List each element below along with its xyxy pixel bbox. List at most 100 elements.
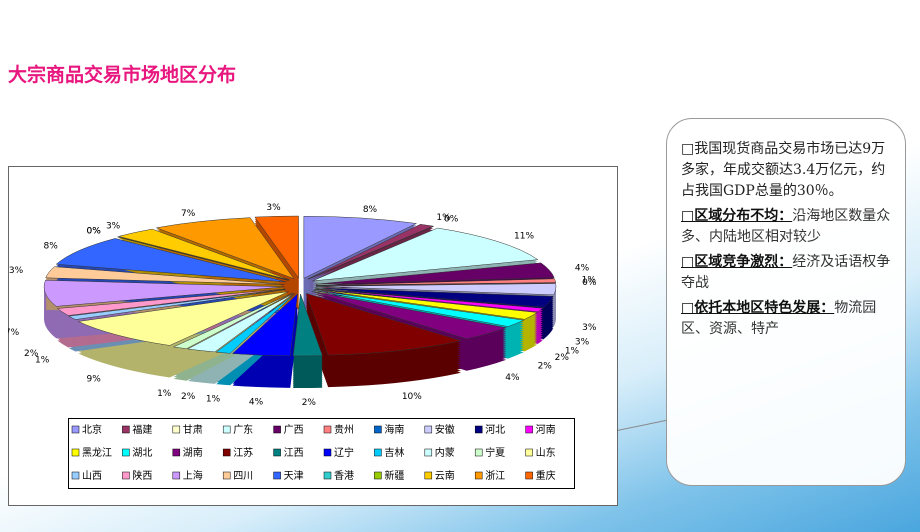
data-label: 2% (538, 362, 553, 372)
note-heading: □区域竞争激烈： (681, 254, 793, 270)
note-points: □区域分布不均：沿海地区数量众多、内陆地区相对较少 □区域竞争激烈：经济及话语权争… (681, 206, 895, 340)
slice (68, 289, 286, 320)
legend-swatch (323, 425, 332, 434)
legend-label: 四川 (233, 471, 253, 482)
legend-label: 湖北 (132, 447, 152, 459)
legend-swatch (374, 448, 382, 457)
legend-label: 海南 (384, 423, 404, 436)
slice (307, 224, 435, 280)
data-label: 2% (302, 398, 317, 408)
legend-swatch (474, 425, 483, 434)
legend-swatch (273, 425, 281, 434)
legend-swatch (222, 448, 231, 457)
data-label: 2% (555, 353, 570, 363)
slice (172, 292, 293, 349)
legend-label: 山东 (536, 446, 556, 459)
data-label: 7% (8, 328, 20, 338)
note-text: 沿海地区数量众多、内陆地区相对较少 (681, 208, 891, 245)
slice (155, 217, 295, 280)
legend-label: 贵州 (334, 423, 354, 436)
legend-swatch (323, 448, 332, 457)
data-label: 4% (249, 397, 264, 407)
slice (315, 288, 544, 313)
chart-title: 大宗商品交易市场地区分布 (8, 64, 237, 86)
legend-label: 河北 (485, 424, 505, 436)
legend-label: 重庆 (536, 469, 556, 482)
legend-frame (68, 418, 575, 489)
data-label: 1% (35, 355, 50, 365)
legend-label: 云南 (435, 469, 455, 482)
data-label: 9% (87, 375, 102, 385)
data-label: 1% (582, 276, 597, 286)
legend-label: 山西 (82, 470, 102, 482)
data-label: 7% (181, 209, 196, 219)
note-text: 经济及话语权争夺战 (681, 254, 891, 291)
legend-swatch (374, 425, 382, 434)
note-point: □区域分布不均：沿海地区数量众多、内陆地区相对较少 (681, 206, 895, 248)
legend-swatch (323, 471, 332, 480)
data-label: 3% (266, 203, 281, 213)
legend-label: 陕西 (132, 469, 152, 482)
legend-swatch (71, 448, 80, 457)
legend-label: 新疆 (384, 469, 404, 482)
slice (117, 228, 290, 281)
legend-swatch (273, 448, 281, 457)
slice (231, 293, 298, 357)
note-heading: □依托本地区特色发展： (681, 300, 835, 316)
data-label: 1% (565, 347, 580, 357)
legend-swatch (525, 471, 533, 480)
legend-swatch (424, 425, 433, 434)
legend-label: 江苏 (233, 446, 253, 459)
data-label: 3% (582, 323, 597, 333)
data-label: 1% (206, 395, 221, 405)
legend-label: 内蒙 (435, 446, 455, 459)
legend-label: 辽宁 (334, 446, 354, 459)
legend-swatch (172, 425, 181, 434)
chart: 8%1%0%11%4%1%0%3%3%1%2%2%4%10%2%4%1%2%1%… (8, 166, 618, 506)
legend-swatch (222, 425, 231, 434)
legend-swatch (474, 471, 483, 480)
legend-label: 江西 (284, 447, 304, 459)
note-intro: □我国现货商品交易市场已达9万多家，年成交额达3.4万亿元，约占我国GDP总量的… (681, 141, 886, 199)
note-heading: □区域分布不均： (681, 208, 793, 224)
legend-label: 北京 (82, 423, 102, 436)
data-label: 0% (444, 214, 459, 224)
legend-label: 上海 (183, 469, 203, 482)
slice (315, 283, 557, 296)
data-label: 2% (24, 349, 39, 359)
data-label: 10% (402, 392, 422, 402)
slice (305, 292, 463, 356)
legend-swatch (525, 448, 533, 457)
data-label: 8% (44, 241, 59, 251)
legend-label: 安徽 (435, 423, 455, 436)
data-label: 2% (181, 392, 196, 402)
notes-callout: □我国现货商品交易市场已达9万多家，年成交额达3.4万亿元，约占我国GDP总量的… (666, 118, 906, 486)
legend-swatch (71, 425, 80, 434)
slice (315, 262, 555, 285)
data-label: 4% (505, 373, 520, 383)
slice (215, 293, 296, 354)
legend-swatch (424, 471, 433, 480)
data-label: 0% (87, 226, 102, 236)
legend-label: 河南 (536, 423, 556, 436)
slice (45, 266, 285, 285)
slice (117, 236, 289, 281)
legend-label: 甘肃 (183, 423, 203, 436)
slice (43, 279, 285, 307)
slice (311, 291, 508, 340)
legend-swatch (273, 471, 281, 480)
slice (313, 290, 525, 327)
legend-swatch (525, 425, 533, 434)
data-label: 8% (363, 205, 378, 215)
legend-label: 天津 (284, 470, 304, 482)
slice (292, 293, 323, 357)
slice (308, 226, 434, 280)
data-label: 11% (514, 232, 534, 242)
legend-swatch (122, 471, 130, 480)
legend-label: 吉林 (384, 446, 404, 459)
legend-label: 浙江 (485, 470, 505, 482)
slice (315, 282, 556, 286)
data-label: 3% (106, 221, 121, 231)
data-label: 3% (575, 337, 590, 347)
legend-swatch (122, 425, 130, 434)
